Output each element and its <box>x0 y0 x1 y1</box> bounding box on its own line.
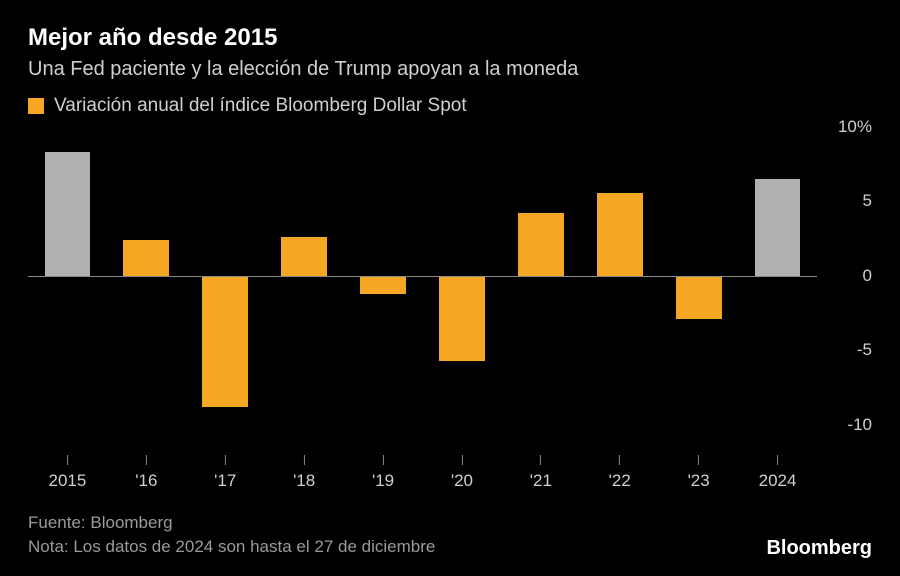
x-axis: 2015 '16 '17 '18 '19 '20 '21 '22 '23 2024 <box>28 455 817 499</box>
bar <box>360 276 406 294</box>
xtick-label: '17 <box>214 471 236 491</box>
xtick-label: '21 <box>530 471 552 491</box>
xtick: '16 <box>135 455 157 491</box>
footer-notes: Fuente: Bloomberg Nota: Los datos de 202… <box>28 511 435 560</box>
chart-subtitle: Una Fed paciente y la elección de Trump … <box>28 58 872 81</box>
xtick-mark <box>304 455 305 465</box>
ytick-label: 10% <box>838 117 872 137</box>
plot-area <box>28 127 817 455</box>
xtick-mark <box>698 455 699 465</box>
xtick: '21 <box>530 455 552 491</box>
xtick-label: '23 <box>688 471 710 491</box>
legend-label: Variación anual del índice Bloomberg Dol… <box>54 95 467 117</box>
xtick: '23 <box>688 455 710 491</box>
note-text: Nota: Los datos de 2024 son hasta el 27 … <box>28 535 435 560</box>
bar <box>439 276 485 361</box>
xtick: 2015 <box>49 455 87 491</box>
xtick-label: '18 <box>293 471 315 491</box>
bar <box>676 276 722 319</box>
xtick-label: '19 <box>372 471 394 491</box>
bar <box>281 237 327 276</box>
xtick-mark <box>619 455 620 465</box>
xtick: '17 <box>214 455 236 491</box>
zero-baseline <box>28 276 817 277</box>
bar <box>45 152 91 276</box>
xtick: '20 <box>451 455 473 491</box>
xtick: '19 <box>372 455 394 491</box>
chart-container: Mejor año desde 2015 Una Fed paciente y … <box>0 0 900 576</box>
source-text: Fuente: Bloomberg <box>28 511 435 536</box>
xtick: 2024 <box>759 455 797 491</box>
xtick-mark <box>67 455 68 465</box>
xtick: '18 <box>293 455 315 491</box>
xtick-mark <box>225 455 226 465</box>
xtick-mark <box>461 455 462 465</box>
xtick: '22 <box>609 455 631 491</box>
ytick-label: 5 <box>863 191 872 211</box>
ytick-label: -10 <box>847 415 872 435</box>
chart-footer: Fuente: Bloomberg Nota: Los datos de 202… <box>28 511 872 560</box>
xtick-mark <box>146 455 147 465</box>
bars-layer <box>28 127 817 455</box>
xtick-label: 2024 <box>759 471 797 491</box>
xtick-mark <box>777 455 778 465</box>
chart-plot-wrap: 10%50-5-10 <box>28 127 872 455</box>
xtick-mark <box>383 455 384 465</box>
bar <box>123 240 169 276</box>
legend-swatch <box>28 98 44 114</box>
ytick-label: 0 <box>863 266 872 286</box>
y-axis: 10%50-5-10 <box>817 127 872 455</box>
bar <box>597 193 643 276</box>
bar <box>202 276 248 407</box>
chart-legend: Variación anual del índice Bloomberg Dol… <box>28 95 872 117</box>
bar <box>755 179 801 276</box>
xtick-mark <box>540 455 541 465</box>
bar <box>518 213 564 276</box>
xtick-label: '16 <box>135 471 157 491</box>
xtick-label: 2015 <box>49 471 87 491</box>
brand-text: Bloomberg <box>766 537 872 560</box>
xtick-label: '22 <box>609 471 631 491</box>
ytick-label: -5 <box>857 340 872 360</box>
chart-title: Mejor año desde 2015 <box>28 24 872 52</box>
xtick-label: '20 <box>451 471 473 491</box>
